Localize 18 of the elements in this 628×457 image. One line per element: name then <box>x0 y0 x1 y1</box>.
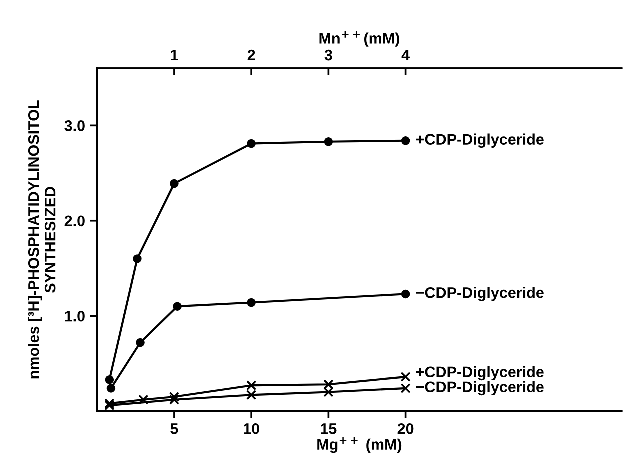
x-tick-label: 20 <box>398 424 414 434</box>
y-axis-title: nmoles [³H]-PHOSPHATIDYLINOSITOL SYNTHESIZED <box>28 100 56 379</box>
x2-tick-label: 4 <box>402 50 410 61</box>
x-axis-title: Mg$^{++}$ (mM) <box>318 437 402 454</box>
x2-axis-title: Mn$^{++}$(mM) <box>320 31 400 47</box>
series-label: +CDP-Diglyceride <box>416 134 544 148</box>
y-tick-label: 2.0 <box>64 216 85 227</box>
x2-tick-label: 1 <box>171 50 178 61</box>
x2-tick-label: 2 <box>248 50 256 61</box>
y-tick-label: 1.0 <box>65 310 85 322</box>
x-tick-label: 10 <box>244 424 260 434</box>
series-label: −CDP-Diglyceride <box>416 381 544 396</box>
series-label: +CDP-Diglyceride <box>416 366 544 381</box>
series-label: −CDP-Diglyceride <box>416 287 544 302</box>
x-tick-label: 5 <box>170 424 178 434</box>
x-tick-label: 15 <box>321 424 337 434</box>
x2-tick-label: 3 <box>324 50 332 61</box>
y-tick-label: 3.0 <box>64 120 85 132</box>
